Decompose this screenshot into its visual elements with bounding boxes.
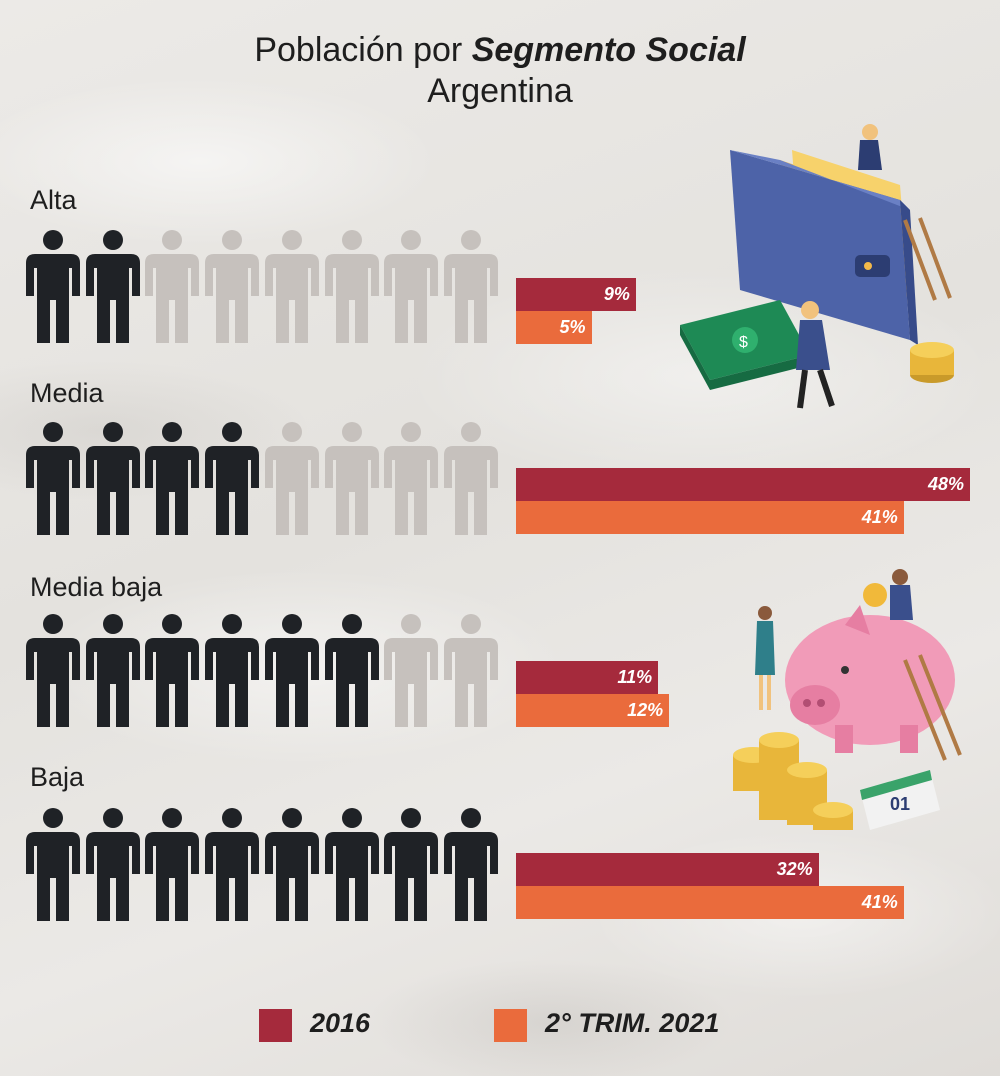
chart-title: Población por Segmento Social Argentina [0, 30, 1000, 112]
bar-2016: 48% [516, 468, 970, 501]
person-icon-empty [145, 230, 200, 345]
wallet-money-illustration: $ [680, 124, 954, 409]
piggy-bank-coins-illustration: 01 [733, 569, 962, 830]
legend-label-2016: 2016 [310, 1008, 371, 1038]
person-icon-filled [443, 808, 498, 923]
person-icon-filled [85, 808, 140, 923]
person-icon-empty [443, 422, 498, 537]
svg-text:01: 01 [890, 794, 910, 814]
person-icon-filled [26, 614, 80, 729]
bar-2021: 41% [516, 501, 904, 534]
person-icon-empty [264, 422, 319, 537]
person-icon-empty [324, 230, 379, 345]
person-icon-empty [443, 230, 498, 345]
bar-2021: 41% [516, 886, 904, 919]
legend-swatch-2021 [494, 1009, 527, 1042]
person-icon-filled [26, 230, 80, 345]
person-icon-filled [145, 808, 200, 923]
category-label: Baja [30, 762, 85, 792]
person-icon-empty [205, 230, 260, 345]
category-label: Media baja [30, 572, 163, 602]
bar-2016: 11% [516, 661, 659, 694]
person-icon-filled [205, 614, 260, 729]
person-icon-filled [145, 614, 200, 729]
person-icon-filled [205, 808, 260, 923]
bar-2021: 5% [516, 311, 592, 344]
bar-2016: 32% [516, 853, 819, 886]
person-icon-empty [443, 614, 498, 729]
person-icon-filled [205, 422, 260, 537]
bar-2016: 9% [516, 278, 636, 311]
person-icon-filled [145, 422, 200, 537]
bar-2021: 12% [516, 694, 670, 727]
person-icon-empty [384, 422, 439, 537]
category-label: Alta [30, 185, 77, 215]
person-icon-filled [264, 614, 319, 729]
title-bold: Segmento Social [471, 31, 746, 69]
person-icon-empty [384, 230, 439, 345]
title-prefix: Población por [254, 31, 472, 69]
person-icon-empty [324, 422, 379, 537]
person-icon-empty [264, 230, 319, 345]
person-icon-filled [26, 422, 80, 537]
svg-text:$: $ [739, 334, 748, 351]
category-label: Media [30, 378, 104, 408]
person-icon-empty [384, 614, 439, 729]
person-icon-filled [264, 808, 319, 923]
person-icon-filled [85, 614, 140, 729]
person-icon-filled [384, 808, 439, 923]
person-icon-filled [324, 808, 379, 923]
person-icon-filled [26, 808, 80, 923]
chart-subtitle: Argentina [427, 71, 573, 110]
person-icon-filled [85, 422, 140, 537]
person-icon-filled [324, 614, 379, 729]
person-icon-filled [85, 230, 140, 345]
legend-label-2021: 2° TRIM. 2021 [545, 1008, 720, 1038]
legend-swatch-2016 [259, 1009, 292, 1042]
